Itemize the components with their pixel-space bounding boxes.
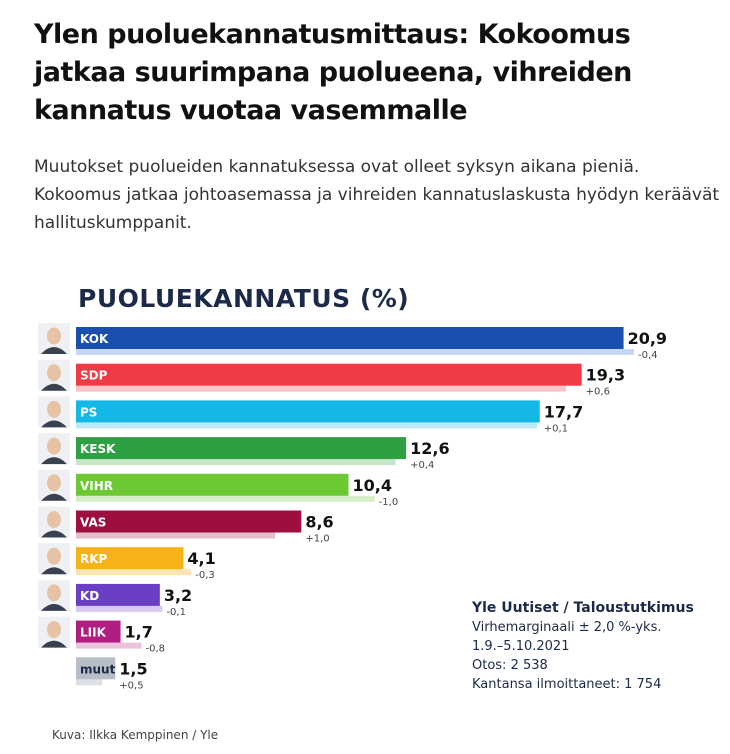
bar-label-rkp: RKP (80, 552, 108, 566)
value-label-kd: 3,2 (164, 586, 192, 605)
source-title: Yle Uutiset / Taloustutkimus (472, 600, 694, 616)
source-period: 1.9.–5.10.2021 (472, 639, 570, 654)
bar-kesk (76, 437, 407, 460)
bar-label-vihr: VIHR (80, 479, 113, 493)
source-respondents: Kantansa ilmoittaneet: 1 754 (472, 677, 662, 692)
source-sample: Otos: 2 538 (472, 658, 548, 673)
change-label-vas: +1,0 (305, 534, 329, 545)
value-label-sdp: 19,3 (586, 366, 625, 385)
bar-label-kesk: KESK (80, 442, 116, 456)
bar-ps (76, 400, 540, 423)
previous-bar-vihr (76, 495, 375, 502)
bar-label-vas: VAS (80, 516, 106, 530)
change-label-kesk: +0,4 (410, 460, 434, 471)
bar-liik (76, 620, 121, 643)
previous-bar-kd (76, 605, 163, 612)
chart-title: PUOLUEKANNATUS (%) (78, 284, 410, 313)
source-margin: Virhemarginaali ± 2,0 %-yks. (472, 620, 662, 635)
chart-svg: KOK 20,9 -0,4 SDP 19,3 +0,6 PS 17,7 +0,1 KESK 12,6… (38, 323, 667, 691)
person-avatar-icon (38, 506, 70, 538)
previous-bar-sdp (76, 385, 566, 392)
value-label-rkp: 4,1 (187, 549, 215, 568)
value-label-ps: 17,7 (544, 402, 583, 421)
value-label-liik: 1,7 (125, 623, 153, 642)
article-headline: Ylen puoluekannatusmittaus: Kokoomus jat… (34, 19, 632, 126)
person-avatar-icon (38, 616, 70, 648)
bar-kok (76, 327, 624, 349)
photo-credit: Kuva: Ilkka Kemppinen / Yle (52, 728, 219, 742)
previous-bar-muut (76, 679, 103, 686)
person-avatar-icon (38, 579, 70, 611)
source-box: Yle Uutiset / Taloustutkimus Virhemargin… (472, 598, 722, 694)
bar-label-liik: LIIK (80, 626, 107, 640)
bar-muut (76, 657, 116, 680)
person-avatar-icon (38, 323, 70, 354)
bar-label-ps: PS (80, 405, 97, 419)
value-label-kok: 20,9 (628, 329, 667, 348)
person-avatar-icon (38, 469, 70, 501)
change-label-kok: -0,4 (638, 350, 658, 361)
change-label-rkp: -0,3 (195, 570, 215, 581)
change-label-kd: -0,1 (166, 607, 186, 618)
value-label-kesk: 12,6 (410, 439, 449, 458)
previous-bar-ps (76, 422, 538, 429)
person-avatar-icon (38, 396, 70, 428)
person-avatar-icon (38, 359, 70, 391)
article-lead: Muutokset puolueiden kannatuksessa ovat … (34, 157, 720, 233)
support-chart: PUOLUEKANNATUS (%) KOK 20,9 -0,4 SDP 19,3 +0,… (0, 280, 730, 710)
previous-bar-liik (76, 642, 142, 649)
change-label-liik: -0,8 (146, 644, 166, 655)
value-label-muut: 1,5 (119, 659, 147, 678)
previous-bar-kesk (76, 459, 396, 466)
previous-bar-vas (76, 532, 276, 539)
bar-sdp (76, 363, 582, 386)
person-avatar-icon (38, 433, 70, 465)
person-avatar-icon (38, 543, 70, 575)
bar-rkp (76, 547, 184, 570)
change-label-vihr: -1,0 (379, 497, 399, 508)
bar-label-kok: KOK (80, 332, 109, 346)
change-label-ps: +0,1 (544, 423, 568, 434)
change-label-sdp: +0,6 (586, 387, 610, 398)
bar-label-muut: muut (80, 662, 116, 676)
bar-label-sdp: SDP (80, 369, 108, 383)
value-label-vas: 8,6 (305, 513, 333, 532)
change-label-muut: +0,5 (119, 680, 143, 691)
value-label-vihr: 10,4 (352, 476, 391, 495)
bar-vihr (76, 473, 349, 496)
bar-label-kd: KD (80, 589, 99, 603)
previous-bar-kok (76, 349, 635, 355)
previous-bar-rkp (76, 569, 192, 576)
bar-kd (76, 583, 160, 606)
bar-vas (76, 510, 302, 533)
